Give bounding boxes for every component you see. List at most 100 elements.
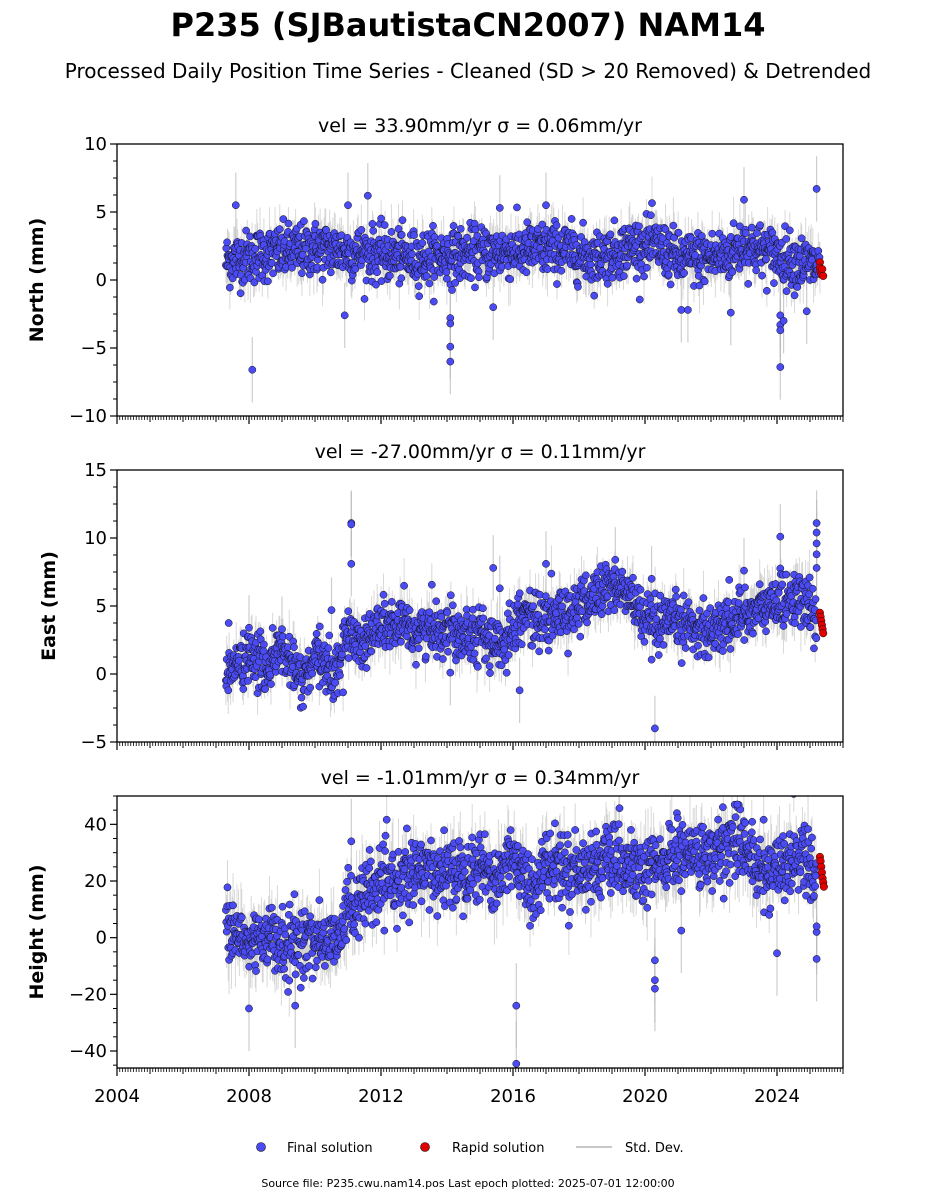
east-final-point bbox=[647, 655, 656, 664]
east-final-point bbox=[677, 659, 686, 667]
north-final-point bbox=[513, 203, 521, 212]
east-final-point bbox=[490, 634, 499, 643]
east-final-point bbox=[468, 614, 477, 623]
north-final-point-outlier bbox=[776, 326, 785, 335]
east-final-point-outlier bbox=[327, 606, 336, 614]
north-final-point bbox=[770, 279, 778, 287]
east-final-point bbox=[772, 596, 781, 605]
east-final-point bbox=[782, 609, 791, 618]
east-final-point bbox=[797, 623, 805, 631]
north-final-point bbox=[728, 268, 737, 276]
east-final-point-outlier bbox=[446, 668, 455, 677]
figure-title: P235 (SJBautistaCN2007) NAM14 bbox=[171, 6, 766, 44]
east-final-point bbox=[517, 640, 526, 649]
north-final-point bbox=[744, 280, 753, 288]
east-final-point bbox=[528, 642, 537, 650]
east-y-axis-label: East (mm) bbox=[38, 551, 60, 661]
north-final-solution-points bbox=[222, 185, 824, 374]
east-final-point bbox=[362, 664, 371, 672]
east-final-point bbox=[339, 688, 347, 697]
north-final-point bbox=[360, 295, 369, 303]
north-final-point bbox=[414, 282, 423, 291]
east-final-point bbox=[299, 702, 307, 711]
north-final-point bbox=[608, 273, 617, 282]
east-final-point bbox=[791, 619, 799, 627]
north-final-point bbox=[226, 283, 234, 292]
north-final-point bbox=[284, 219, 293, 228]
east-final-point-outlier bbox=[515, 686, 524, 695]
east-final-point bbox=[574, 620, 583, 628]
east-final-point bbox=[679, 591, 688, 600]
north-final-point bbox=[387, 228, 396, 236]
east-final-point bbox=[502, 668, 511, 677]
east-final-point-outlier bbox=[489, 564, 498, 572]
east-final-point bbox=[397, 637, 405, 646]
east-rapid-solution-points bbox=[815, 608, 828, 638]
north-final-point bbox=[814, 247, 823, 255]
north-final-point bbox=[790, 291, 799, 300]
north-final-point bbox=[635, 295, 644, 304]
north-final-point bbox=[351, 265, 360, 273]
east-final-point-outlier bbox=[647, 574, 656, 583]
north-final-point-outlier bbox=[542, 201, 550, 210]
east-final-point bbox=[224, 686, 233, 695]
east-y-tick-label: 0 bbox=[96, 664, 107, 685]
east-final-point bbox=[367, 647, 376, 656]
north-final-point bbox=[373, 268, 382, 277]
east-final-point bbox=[380, 599, 389, 608]
north-final-point bbox=[430, 273, 439, 281]
east-final-point-outlier bbox=[651, 724, 659, 733]
north-final-point-outlier bbox=[340, 311, 349, 320]
east-final-point bbox=[681, 644, 690, 652]
east-final-point bbox=[515, 589, 524, 598]
north-final-point bbox=[288, 263, 296, 272]
north-final-point bbox=[741, 229, 750, 237]
north-final-point bbox=[752, 266, 760, 275]
east-final-point bbox=[812, 634, 821, 643]
east-final-point-outlier bbox=[347, 520, 356, 529]
north-final-point bbox=[590, 291, 599, 300]
east-final-point bbox=[244, 677, 252, 685]
north-final-point bbox=[506, 275, 515, 284]
north-final-point bbox=[498, 262, 506, 271]
east-final-point bbox=[778, 580, 787, 589]
north-final-point bbox=[785, 226, 794, 235]
east-final-point bbox=[324, 644, 333, 652]
east-final-point-outlier bbox=[495, 584, 504, 593]
east-final-point bbox=[427, 580, 436, 589]
north-final-point bbox=[415, 292, 423, 301]
east-final-point-outlier bbox=[812, 519, 821, 527]
north-final-point-outlier bbox=[802, 307, 811, 316]
north-final-point bbox=[674, 228, 683, 237]
east-final-point bbox=[497, 661, 506, 670]
east-final-point bbox=[239, 685, 248, 693]
north-final-point bbox=[475, 273, 483, 282]
north-final-point bbox=[279, 215, 288, 223]
east-final-point bbox=[740, 636, 749, 644]
north-final-point-outlier bbox=[495, 204, 504, 212]
north-final-point bbox=[523, 218, 532, 227]
east-final-point bbox=[654, 651, 663, 659]
north-final-point bbox=[429, 221, 437, 230]
east-final-point bbox=[235, 656, 243, 665]
east-final-point bbox=[811, 595, 820, 603]
east-final-point bbox=[734, 630, 742, 638]
east-final-point bbox=[610, 606, 619, 615]
east-final-point bbox=[344, 607, 353, 616]
east-final-point bbox=[806, 623, 815, 632]
north-final-point bbox=[473, 232, 482, 240]
east-final-point bbox=[782, 570, 791, 579]
north-final-point bbox=[397, 274, 406, 282]
east-final-point bbox=[379, 590, 388, 599]
east-final-point bbox=[779, 622, 788, 630]
north-final-point bbox=[648, 199, 656, 207]
north-final-point bbox=[680, 269, 688, 277]
north-y-tick-label: −5 bbox=[80, 338, 107, 359]
north-final-point bbox=[538, 220, 547, 229]
north-final-point bbox=[522, 268, 531, 277]
east-final-point bbox=[485, 662, 494, 670]
north-final-point bbox=[422, 272, 431, 280]
east-final-point bbox=[726, 645, 735, 653]
east-final-point bbox=[542, 592, 550, 601]
east-final-point bbox=[452, 656, 460, 665]
